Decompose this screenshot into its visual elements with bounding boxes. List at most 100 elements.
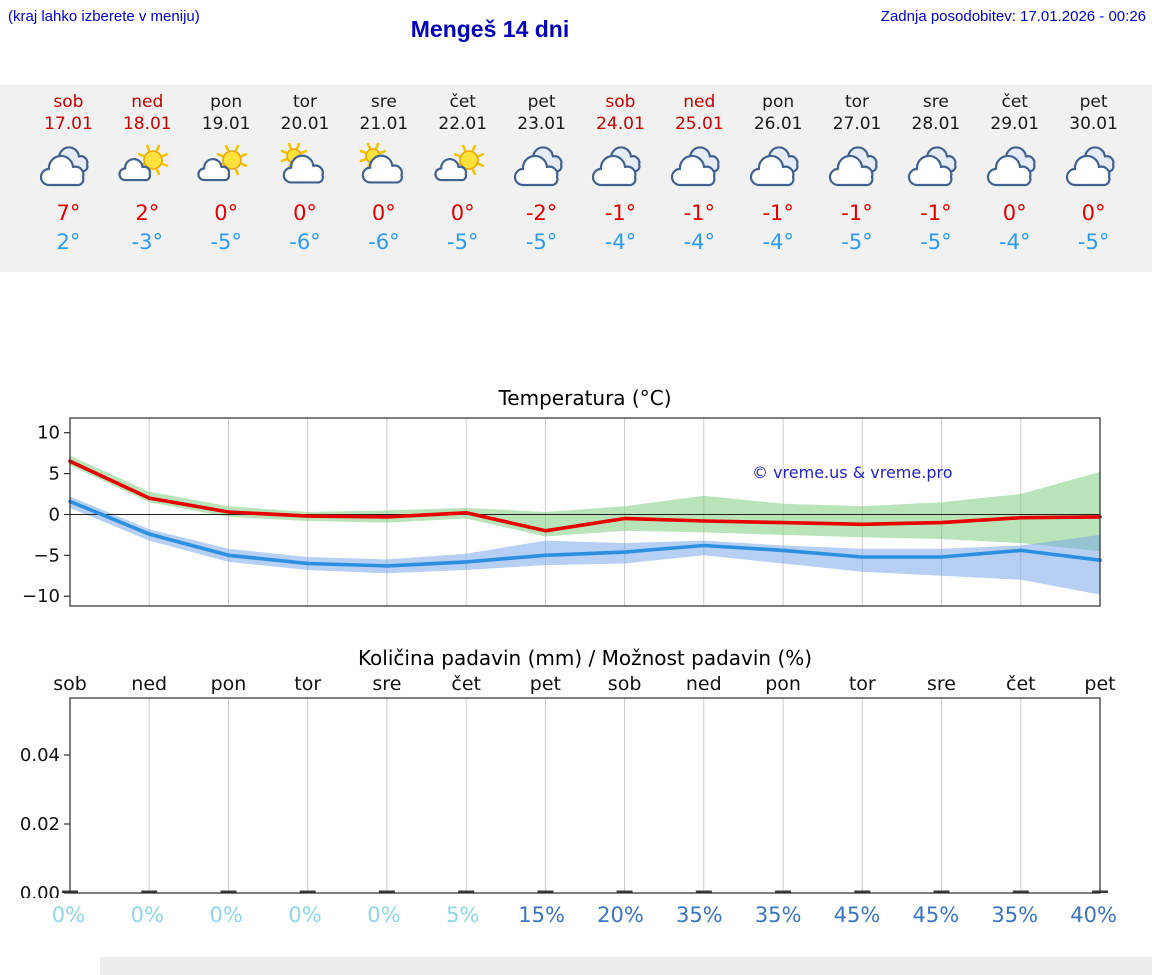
low-temp: -5° bbox=[447, 230, 479, 254]
precip-prob-label: 0% bbox=[209, 903, 243, 927]
y-tick-label: 0.02 bbox=[20, 814, 60, 835]
day-date: 19.01 bbox=[201, 114, 251, 134]
day-date: 24.01 bbox=[596, 114, 645, 134]
precip-bar bbox=[854, 890, 871, 893]
cloudy-icon bbox=[1065, 143, 1123, 191]
precip-bar bbox=[537, 890, 554, 893]
precip-prob-label: 0% bbox=[51, 903, 86, 927]
cloudy-icon bbox=[513, 143, 571, 191]
day-column: sre 28.01 -1° -5° bbox=[896, 85, 975, 272]
low-temp: -5° bbox=[920, 230, 952, 254]
precip-bar bbox=[1012, 890, 1029, 893]
precip-day-label: tor bbox=[849, 673, 876, 695]
day-name: sob bbox=[53, 92, 84, 112]
high-temp: 0° bbox=[214, 201, 239, 225]
high-temp: 7° bbox=[56, 201, 81, 225]
day-date: 20.01 bbox=[280, 114, 330, 134]
day-date: 29.01 bbox=[990, 114, 1040, 134]
bottom-section-strip bbox=[100, 957, 1152, 975]
cloudy-icon bbox=[986, 143, 1044, 191]
cloudy-icon bbox=[39, 143, 97, 191]
day-column: ned 25.01 -1° -4° bbox=[660, 85, 739, 272]
precip-prob-label: 40% bbox=[1070, 903, 1117, 927]
precip-bar bbox=[695, 890, 712, 893]
precip-day-label: pon bbox=[211, 673, 247, 695]
day-date: 18.01 bbox=[122, 114, 172, 134]
precip-prob-label: 20% bbox=[597, 903, 644, 927]
precip-prob-label: 45% bbox=[912, 903, 960, 927]
day-column: tor 20.01 0° -6° bbox=[266, 85, 345, 272]
y-tick-label: 0.00 bbox=[20, 883, 60, 898]
precip-day-label: pon bbox=[765, 673, 801, 695]
day-name: čet bbox=[1001, 92, 1028, 112]
sun-cloud-icon bbox=[355, 142, 413, 191]
cloudy-icon bbox=[670, 143, 728, 191]
precip-bar bbox=[141, 890, 158, 893]
precip-day-label: sre bbox=[927, 673, 956, 695]
day-date: 21.01 bbox=[359, 114, 409, 134]
precip-prob-label: 0% bbox=[130, 903, 164, 927]
low-temp: -4° bbox=[999, 230, 1031, 254]
day-column: čet 22.01 0° -5° bbox=[423, 85, 502, 272]
day-date: 23.01 bbox=[517, 114, 566, 134]
precip-prob-label: 45% bbox=[833, 903, 881, 927]
precip-prob-label: 0% bbox=[288, 903, 322, 927]
day-column: čet 29.01 0° -4° bbox=[975, 85, 1054, 272]
precip-day-label: sob bbox=[53, 673, 87, 695]
y-tick-label: 0 bbox=[49, 505, 60, 526]
high-temp: -1° bbox=[762, 201, 794, 225]
day-date: 26.01 bbox=[753, 114, 803, 134]
precip-day-label: pet bbox=[1084, 673, 1115, 695]
day-date: 28.01 bbox=[911, 114, 961, 134]
precip-prob-label: 0% bbox=[367, 903, 401, 927]
day-name: čet bbox=[449, 92, 476, 112]
precip-bar bbox=[616, 890, 633, 893]
day-column: sob 24.01 -1° -4° bbox=[581, 85, 660, 272]
precipitation-chart: sob ned pon tor sre čet pet sob ned pon tor sre čet p… bbox=[20, 673, 1116, 898]
cloudy-icon bbox=[907, 143, 965, 191]
precip-day-label: pet bbox=[530, 673, 561, 695]
partly-sunny-icon bbox=[434, 143, 492, 191]
precip-bar bbox=[378, 890, 395, 893]
precip-bar bbox=[775, 890, 792, 893]
low-temp: -4° bbox=[604, 230, 637, 254]
high-temp: 2° bbox=[135, 201, 160, 225]
day-column: sob 17.01 7° 2° bbox=[29, 85, 108, 272]
low-temp: -5° bbox=[210, 230, 242, 254]
precip-day-label: ned bbox=[686, 673, 722, 695]
day-date: 30.01 bbox=[1069, 114, 1118, 134]
low-temp: -4° bbox=[683, 230, 716, 254]
high-temp: -1° bbox=[920, 201, 952, 225]
precip-prob-label: 35% bbox=[754, 903, 802, 927]
temperature-chart-title: Temperatura (°C) bbox=[498, 386, 672, 410]
day-name: sre bbox=[370, 92, 397, 112]
precip-day-label: tor bbox=[294, 673, 321, 695]
cloudy-icon bbox=[828, 143, 886, 191]
low-temp: -5° bbox=[525, 230, 558, 254]
precip-day-label: čet bbox=[451, 673, 481, 695]
precip-prob-label: 35% bbox=[675, 903, 723, 927]
low-temp: -6° bbox=[368, 230, 400, 254]
page-title: Mengeš 14 dni bbox=[410, 16, 570, 42]
y-tick-label: 0.04 bbox=[20, 745, 60, 766]
y-tick-label: −10 bbox=[22, 586, 60, 607]
forecast-strip: sob 17.01 7° 2° ned 18.01 2° -3° pon 19.01 0° -5° to… bbox=[0, 85, 1152, 272]
precip-bar bbox=[933, 890, 950, 893]
low-temp: -5° bbox=[1077, 230, 1110, 254]
day-column: tor 27.01 -1° -5° bbox=[818, 85, 897, 272]
precip-bar bbox=[458, 890, 475, 893]
y-tick-label: 5 bbox=[49, 464, 60, 485]
high-temp: 0° bbox=[1002, 201, 1027, 225]
precip-prob-label: 15% bbox=[518, 903, 565, 927]
low-temp: 2° bbox=[56, 230, 81, 254]
low-temp: -3° bbox=[131, 230, 164, 254]
day-column: ned 18.01 2° -3° bbox=[108, 85, 187, 272]
high-temp: 0° bbox=[1081, 201, 1106, 225]
partly-sunny-icon bbox=[197, 143, 255, 191]
precip-prob-row: 0% 0% 0% 0% 0% 5% 15% 20% 35% 35% 45% 45% 35% 40% bbox=[0, 902, 1152, 928]
precip-day-label: čet bbox=[1006, 673, 1036, 695]
day-name: tor bbox=[844, 92, 870, 112]
day-date: 27.01 bbox=[832, 114, 882, 134]
cloudy-icon bbox=[591, 143, 649, 191]
high-temp: -2° bbox=[525, 201, 558, 225]
